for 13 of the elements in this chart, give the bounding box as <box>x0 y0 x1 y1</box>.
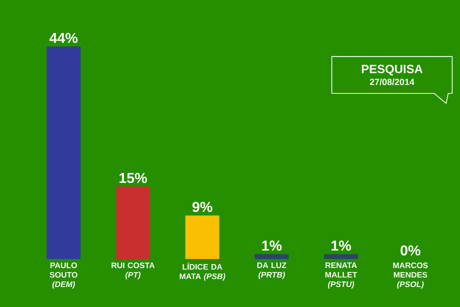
bar <box>116 186 150 259</box>
text: 27/08/2014 <box>370 78 414 86</box>
data-label: 0% <box>400 245 420 256</box>
data-label: 9% <box>192 202 212 212</box>
text: PESQUISA <box>362 64 423 76</box>
data-label: 44% <box>49 32 78 43</box>
data-label: 1% <box>262 240 282 251</box>
bar <box>324 254 358 259</box>
bar <box>185 216 220 259</box>
data-label: 1% <box>332 240 352 251</box>
data-label: 15% <box>120 172 147 184</box>
bar <box>46 46 81 259</box>
bar <box>254 254 289 259</box>
